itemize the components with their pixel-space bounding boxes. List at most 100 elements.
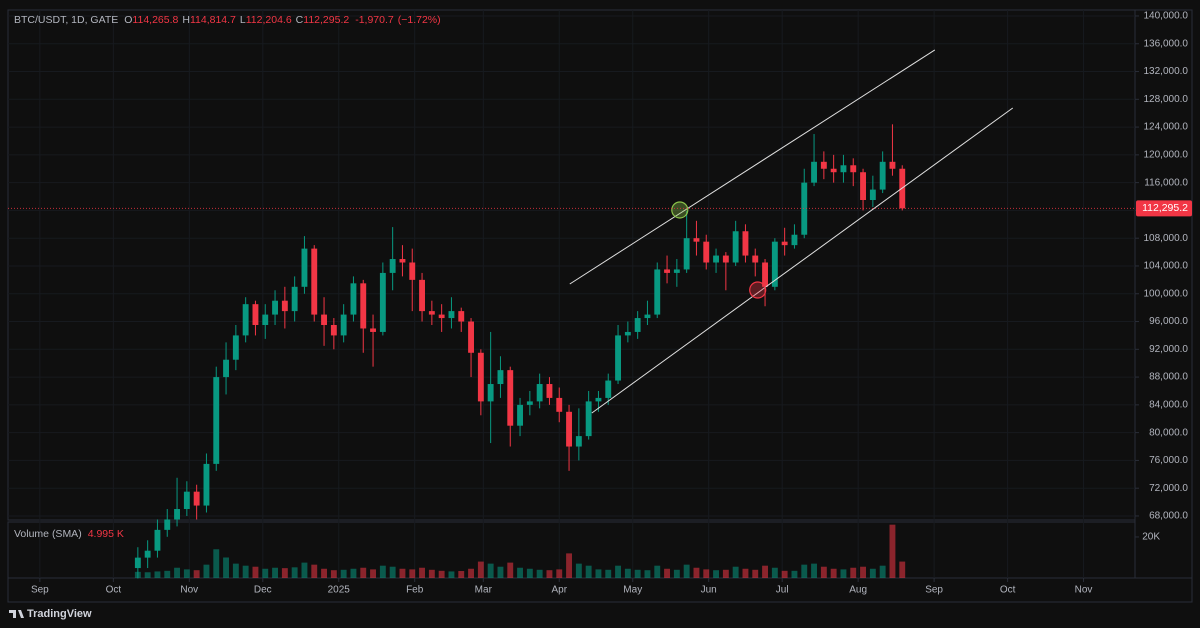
volume-bar — [771, 567, 778, 578]
candle-body — [477, 352, 484, 402]
candle-body — [438, 314, 445, 319]
candle-body — [556, 397, 563, 412]
volume-bar — [164, 570, 171, 578]
volume-bar — [399, 568, 406, 578]
volume-bar — [644, 570, 651, 578]
y-tick-label: 128,000.0 — [1144, 94, 1189, 105]
volume-bar — [693, 567, 700, 578]
y-tick-label: 116,000.0 — [1144, 177, 1188, 188]
volume-bar — [203, 564, 210, 578]
candle-body — [291, 286, 298, 312]
candle-body — [281, 300, 288, 312]
candle-body — [605, 380, 612, 398]
candle-body — [752, 255, 759, 263]
candle-body — [830, 168, 837, 173]
candle-body — [164, 519, 171, 530]
candle-body — [379, 272, 386, 332]
volume-bar — [193, 570, 200, 578]
volume-bar — [713, 570, 719, 578]
candle-body — [664, 269, 670, 273]
x-tick-label: Mar — [475, 585, 493, 596]
candle-body — [301, 248, 308, 287]
volume-bar — [223, 557, 229, 578]
channel-line — [569, 49, 936, 285]
candle-body — [850, 165, 857, 173]
candle-body — [262, 314, 269, 325]
volume-bar — [360, 567, 367, 578]
candle-body — [860, 172, 866, 200]
x-tick-label: Feb — [406, 585, 424, 596]
legend-change: -1,970.7 — [355, 14, 394, 26]
candle-body — [732, 231, 739, 263]
x-tick-label: Sep — [31, 585, 49, 596]
candle-body — [419, 279, 425, 312]
x-tick-label: Dec — [254, 585, 272, 596]
y-tick-label: 100,000.0 — [1144, 288, 1189, 299]
candle-body — [722, 255, 729, 263]
candle-body — [781, 241, 788, 246]
volume-bar — [801, 564, 808, 578]
volume-bar — [419, 567, 425, 578]
x-tick-label: Jul — [776, 585, 789, 596]
volume-bar — [311, 564, 318, 578]
candle-body — [536, 384, 543, 402]
volume-title: Volume (SMA) — [14, 528, 82, 540]
volume-bar — [869, 568, 876, 578]
volume-bar — [183, 569, 190, 578]
legend-key: L — [240, 14, 246, 26]
legend-value: 114,814.7 — [190, 14, 236, 26]
candle-body — [399, 259, 406, 263]
volume-bar — [840, 569, 847, 578]
x-tick-label: Apr — [551, 585, 567, 596]
candle-body — [448, 311, 455, 319]
volume-bar — [389, 566, 396, 578]
last-price-label: 112,295.2 — [1142, 202, 1188, 214]
volume-bar — [595, 569, 602, 578]
volume-bar — [174, 567, 180, 578]
volume-bar — [615, 565, 621, 578]
y-tick-label: 108,000.0 — [1144, 233, 1189, 244]
volume-bar — [732, 566, 739, 578]
volume-bar — [379, 565, 386, 578]
candle-body — [174, 509, 180, 520]
volume-bar — [232, 563, 239, 578]
volume-legend: Volume (SMA) 4.995 K — [14, 528, 124, 540]
candle-body — [487, 384, 494, 402]
volume-bar — [575, 563, 582, 578]
volume-bar — [213, 549, 220, 578]
volume-bar — [673, 569, 680, 578]
candle-body — [634, 318, 641, 332]
volume-bar — [370, 569, 376, 578]
x-tick-label: Jun — [701, 585, 717, 596]
y-tick-label: 132,000.0 — [1144, 66, 1189, 77]
candle-body — [742, 231, 749, 256]
watermark-logo — [9, 610, 24, 618]
y-tick-label: 68,000.0 — [1149, 511, 1188, 522]
volume-bar — [536, 569, 543, 578]
volume-bar — [654, 565, 661, 578]
legend-change-pct: (−1.72%) — [398, 14, 441, 26]
volume-bar — [154, 571, 161, 578]
volume-bar — [458, 571, 465, 578]
volume-bar — [791, 570, 798, 578]
x-tick-label: Aug — [849, 585, 867, 596]
candle-body — [703, 241, 710, 263]
candle-body — [272, 300, 278, 315]
legend-value: 114,265.8 — [132, 14, 178, 26]
legend-key: O — [124, 14, 132, 26]
volume-bar — [526, 568, 533, 578]
candle-body — [585, 401, 592, 437]
volume-bar — [860, 566, 866, 578]
x-tick-label: Nov — [180, 585, 198, 596]
y-tick-label: 80,000.0 — [1149, 427, 1188, 438]
volume-bar — [634, 569, 641, 578]
candle-body — [673, 269, 680, 273]
candle-body — [546, 384, 553, 398]
candle-body — [134, 557, 141, 569]
volume-bar — [624, 568, 631, 578]
volume-bar — [556, 569, 563, 578]
y-tick-label: 140,000.0 — [1144, 11, 1189, 22]
x-tick-label: Sep — [925, 585, 943, 596]
volume-bar — [889, 524, 896, 578]
